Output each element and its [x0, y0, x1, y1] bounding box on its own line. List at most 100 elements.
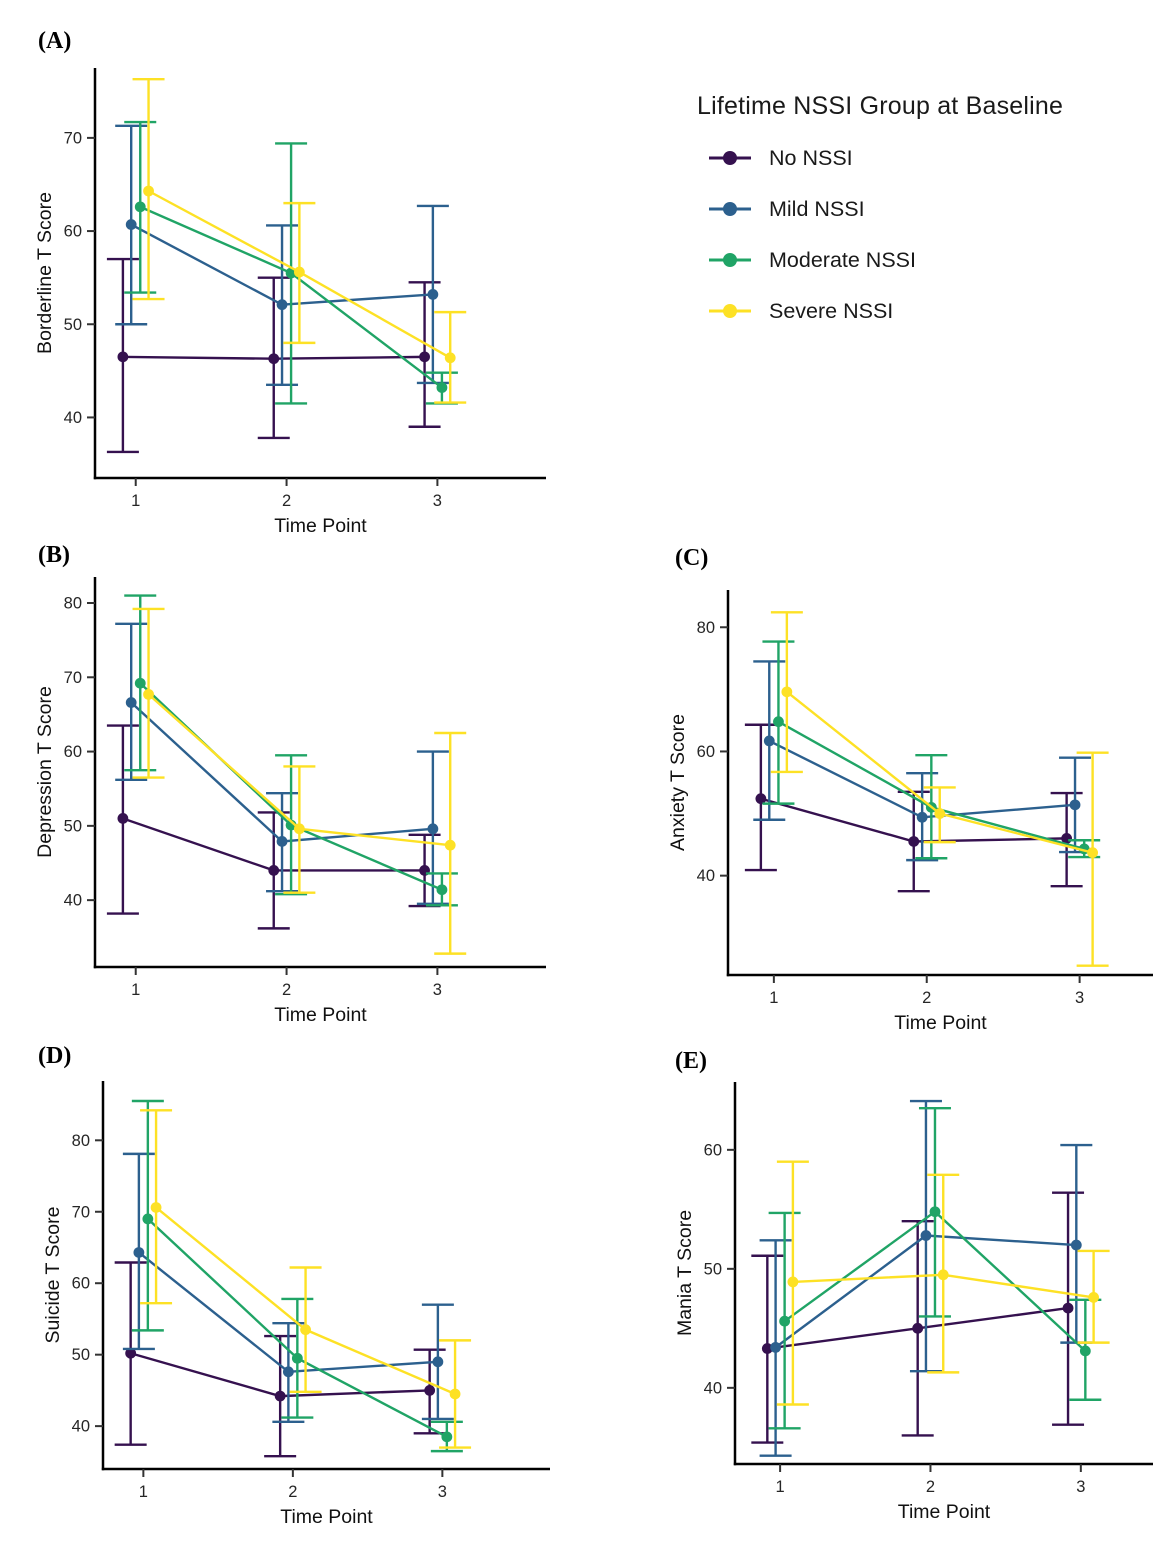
- x-axis-title: Time Point: [898, 1501, 991, 1523]
- data-point: [125, 219, 137, 230]
- data-point: [1079, 1345, 1091, 1357]
- y-tick-label: 50: [72, 1346, 90, 1364]
- data-point: [773, 716, 784, 728]
- data-point: [761, 1343, 773, 1354]
- data-point: [134, 201, 146, 213]
- series-mild-nssi: [759, 1099, 1093, 1457]
- y-axis-title: Suicide T Score: [42, 1207, 64, 1344]
- y-tick-label: 70: [72, 1203, 90, 1221]
- y-tick-label: 60: [72, 1275, 90, 1293]
- data-point: [432, 1356, 444, 1368]
- series-severe-nssi: [776, 1160, 1110, 1406]
- y-tick-label: 50: [704, 1260, 722, 1278]
- y-tick-label: 40: [697, 867, 715, 885]
- x-tick-label: 1: [769, 989, 778, 1007]
- x-tick-label: 3: [433, 981, 442, 999]
- y-tick-label: 40: [64, 892, 82, 910]
- panel-D-chart: 40 50 60 70 80 1 2 3 Time Point Suicide T Score: [42, 1081, 550, 1528]
- data-point: [427, 289, 439, 300]
- legend-key-icon: [709, 151, 751, 165]
- data-point: [787, 1276, 799, 1288]
- panel-a: (A) 40 50 60 70 1 2 3 Time Point Borderline T Sc…: [30, 22, 645, 534]
- data-point: [150, 1202, 162, 1213]
- y-tick-label: 60: [64, 223, 82, 241]
- data-point: [908, 836, 920, 847]
- y-tick-label: 70: [64, 669, 82, 687]
- data-point: [125, 697, 137, 708]
- legend-entry-label: Severe NSSI: [769, 298, 894, 323]
- panel-A-chart: 40 50 60 70 1 2 3 Time Point Borderline T Score: [34, 68, 546, 534]
- data-point: [763, 735, 775, 747]
- data-point: [419, 351, 430, 363]
- series-mild-nssi: [753, 660, 1092, 862]
- panel-C-chart: 40 60 80 1 2 3 Time Point Anxiety T Score: [667, 590, 1153, 1034]
- y-tick-label: 80: [64, 595, 82, 613]
- data-point: [920, 1230, 932, 1241]
- data-point: [143, 185, 154, 197]
- data-point: [293, 266, 305, 278]
- x-tick-label: 1: [776, 1478, 785, 1496]
- panel-b-label: (B): [38, 542, 70, 568]
- legend-entry-label: Mild NSSI: [769, 196, 865, 221]
- legend-key-icon: [709, 304, 751, 318]
- data-point: [1070, 1239, 1082, 1251]
- panel-d: (D) 40 50 60 70 80 1 2 3 Time Point Suicide T Sco…: [30, 1036, 645, 1550]
- x-axis-title: Time Point: [274, 515, 367, 534]
- y-tick-label: 40: [72, 1418, 90, 1436]
- data-point: [282, 1366, 294, 1378]
- x-tick-label: 2: [288, 1483, 297, 1501]
- series-mild-nssi: [115, 124, 449, 387]
- series-severe-nssi: [132, 77, 467, 404]
- panel-b: (B) 40 50 60 70 80 1 2 3 Time Point Depression T …: [30, 536, 645, 1034]
- data-point: [268, 865, 280, 876]
- y-tick-label: 50: [64, 817, 82, 835]
- series-moderate-nssi: [124, 594, 458, 907]
- data-point: [436, 884, 448, 896]
- error-bar: [1076, 751, 1109, 967]
- x-tick-label: 1: [131, 492, 140, 510]
- legend-entries: No NSSI Mild NSSI Moderate NSSI Severe NSSI: [697, 145, 1157, 323]
- data-point: [449, 1388, 461, 1400]
- x-tick-label: 2: [922, 989, 931, 1007]
- panel-B-chart: 40 50 60 70 80 1 2 3 Time Point Depression T Scor…: [34, 577, 546, 1026]
- series-moderate-nssi: [768, 1106, 1102, 1430]
- data-point: [929, 1206, 941, 1218]
- axes: 40 50 60 70 80 1 2 3 Time Point Depression T Scor…: [34, 577, 546, 1026]
- legend-entry-no-nssi: No NSSI: [697, 145, 1157, 170]
- legend-key-icon: [709, 253, 751, 267]
- series-severe-nssi: [132, 607, 467, 955]
- data-point: [916, 811, 928, 823]
- series-no-nssi: [114, 1261, 446, 1458]
- series-no-nssi: [751, 1191, 1085, 1444]
- data-point: [934, 808, 946, 819]
- x-tick-label: 1: [131, 981, 140, 999]
- legend: Lifetime NSSI Group at Baseline No NSSI M…: [697, 92, 1157, 351]
- data-point: [779, 1315, 791, 1327]
- data-point: [444, 839, 456, 851]
- y-tick-label: 80: [72, 1132, 90, 1150]
- data-point: [770, 1341, 781, 1353]
- x-tick-label: 2: [282, 492, 291, 510]
- axes: 40 50 60 70 1 2 3 Time Point Borderline T Score: [34, 68, 546, 534]
- data-point: [1087, 847, 1099, 859]
- x-tick-label: 2: [282, 981, 291, 999]
- data-point: [937, 1269, 949, 1281]
- legend-title: Lifetime NSSI Group at Baseline: [697, 92, 1064, 120]
- x-tick-label: 3: [1075, 989, 1084, 1007]
- panel-a-label: (A): [38, 28, 72, 54]
- data-point: [441, 1431, 453, 1443]
- x-axis-title: Time Point: [894, 1012, 987, 1034]
- data-point: [300, 1324, 311, 1336]
- series-no-nssi: [106, 257, 441, 454]
- legend-entry-label: No NSSI: [769, 145, 853, 170]
- data-point: [142, 1213, 154, 1225]
- y-axis-title: Borderline T Score: [34, 192, 56, 354]
- data-point: [117, 351, 129, 363]
- legend-entry-moderate-nssi: Moderate NSSI: [697, 248, 1157, 272]
- axes: 40 50 60 1 2 3 Time Point Mania T Score: [674, 1082, 1153, 1523]
- panel-d-label: (D): [38, 1043, 72, 1069]
- data-point: [268, 353, 280, 365]
- y-tick-label: 60: [697, 743, 715, 761]
- data-point: [1062, 1302, 1074, 1314]
- data-point: [133, 1247, 145, 1258]
